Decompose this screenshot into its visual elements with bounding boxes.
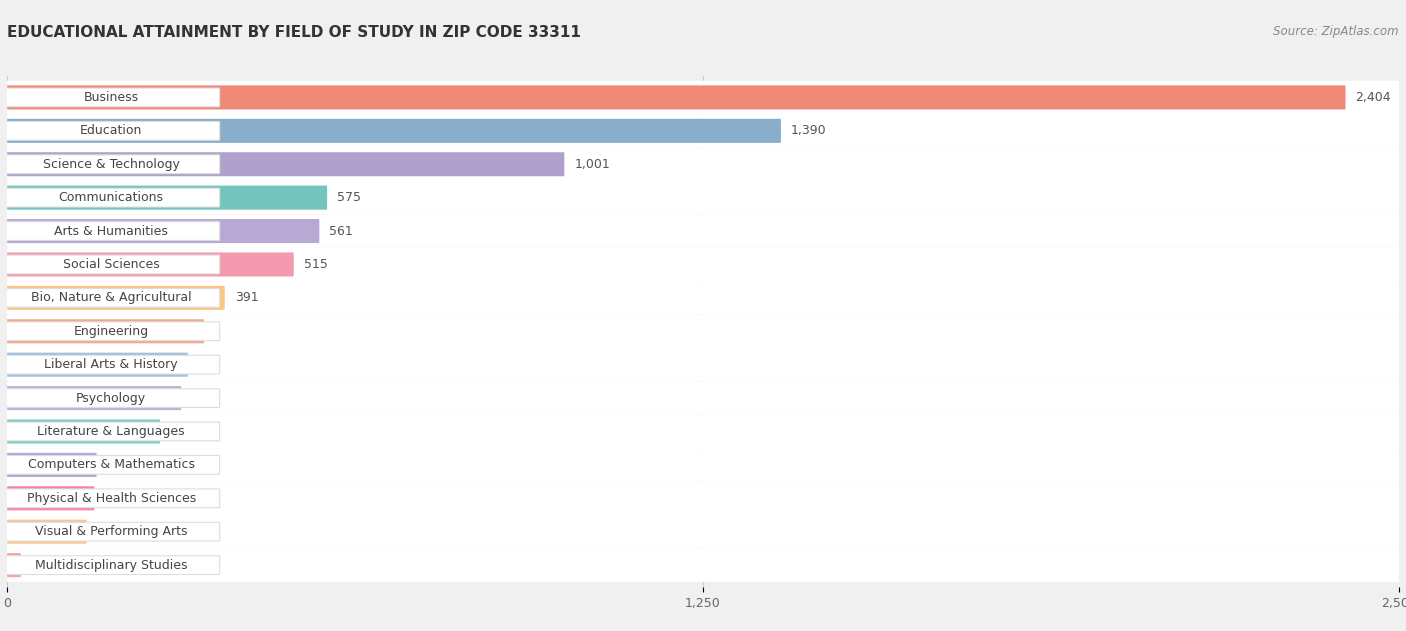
FancyBboxPatch shape: [3, 489, 219, 508]
Text: EDUCATIONAL ATTAINMENT BY FIELD OF STUDY IN ZIP CODE 33311: EDUCATIONAL ATTAINMENT BY FIELD OF STUDY…: [7, 25, 581, 40]
FancyBboxPatch shape: [7, 181, 1399, 215]
Text: Computers & Mathematics: Computers & Mathematics: [28, 458, 194, 471]
FancyBboxPatch shape: [3, 88, 219, 107]
FancyBboxPatch shape: [3, 121, 219, 140]
Text: Psychology: Psychology: [76, 392, 146, 404]
FancyBboxPatch shape: [7, 81, 1399, 114]
FancyBboxPatch shape: [7, 348, 1399, 381]
FancyBboxPatch shape: [7, 119, 780, 143]
FancyBboxPatch shape: [7, 319, 204, 343]
FancyBboxPatch shape: [7, 553, 21, 577]
FancyBboxPatch shape: [7, 215, 1399, 248]
Text: Education: Education: [80, 124, 142, 138]
Text: Engineering: Engineering: [73, 325, 149, 338]
FancyBboxPatch shape: [7, 248, 1399, 281]
Text: 561: 561: [329, 225, 353, 237]
Text: 1,390: 1,390: [792, 124, 827, 138]
FancyBboxPatch shape: [3, 255, 219, 274]
FancyBboxPatch shape: [7, 148, 1399, 181]
FancyBboxPatch shape: [7, 286, 225, 310]
FancyBboxPatch shape: [3, 288, 219, 307]
FancyBboxPatch shape: [3, 155, 219, 174]
FancyBboxPatch shape: [3, 456, 219, 475]
FancyBboxPatch shape: [7, 415, 1399, 448]
Text: Communications: Communications: [59, 191, 163, 204]
FancyBboxPatch shape: [3, 556, 219, 574]
Text: Bio, Nature & Agricultural: Bio, Nature & Agricultural: [31, 292, 191, 304]
FancyBboxPatch shape: [7, 152, 564, 176]
Text: Visual & Performing Arts: Visual & Performing Arts: [35, 525, 187, 538]
FancyBboxPatch shape: [3, 322, 219, 341]
FancyBboxPatch shape: [3, 188, 219, 207]
FancyBboxPatch shape: [7, 420, 160, 444]
FancyBboxPatch shape: [7, 114, 1399, 148]
Text: Arts & Humanities: Arts & Humanities: [55, 225, 169, 237]
FancyBboxPatch shape: [3, 422, 219, 441]
Text: 2,404: 2,404: [1355, 91, 1391, 104]
Text: Physical & Health Sciences: Physical & Health Sciences: [27, 492, 195, 505]
FancyBboxPatch shape: [7, 515, 1399, 548]
FancyBboxPatch shape: [3, 355, 219, 374]
Text: Literature & Languages: Literature & Languages: [38, 425, 186, 438]
FancyBboxPatch shape: [7, 487, 94, 510]
FancyBboxPatch shape: [7, 85, 1346, 109]
Text: Business: Business: [83, 91, 139, 104]
FancyBboxPatch shape: [3, 389, 219, 408]
FancyBboxPatch shape: [7, 481, 1399, 515]
Text: Source: ZipAtlas.com: Source: ZipAtlas.com: [1274, 25, 1399, 38]
FancyBboxPatch shape: [7, 252, 294, 276]
FancyBboxPatch shape: [7, 186, 328, 209]
FancyBboxPatch shape: [7, 381, 1399, 415]
Text: Science & Technology: Science & Technology: [42, 158, 180, 171]
FancyBboxPatch shape: [7, 448, 1399, 481]
FancyBboxPatch shape: [7, 219, 319, 243]
Text: Multidisciplinary Studies: Multidisciplinary Studies: [35, 558, 187, 572]
FancyBboxPatch shape: [3, 522, 219, 541]
FancyBboxPatch shape: [3, 221, 219, 240]
FancyBboxPatch shape: [7, 548, 1399, 582]
Text: Social Sciences: Social Sciences: [63, 258, 159, 271]
Text: 391: 391: [235, 292, 259, 304]
FancyBboxPatch shape: [7, 520, 87, 544]
FancyBboxPatch shape: [7, 386, 181, 410]
Text: Liberal Arts & History: Liberal Arts & History: [45, 358, 179, 371]
FancyBboxPatch shape: [7, 353, 188, 377]
FancyBboxPatch shape: [7, 281, 1399, 315]
Text: 575: 575: [337, 191, 361, 204]
FancyBboxPatch shape: [7, 453, 97, 477]
FancyBboxPatch shape: [7, 315, 1399, 348]
Text: 1,001: 1,001: [575, 158, 610, 171]
Text: 515: 515: [304, 258, 328, 271]
